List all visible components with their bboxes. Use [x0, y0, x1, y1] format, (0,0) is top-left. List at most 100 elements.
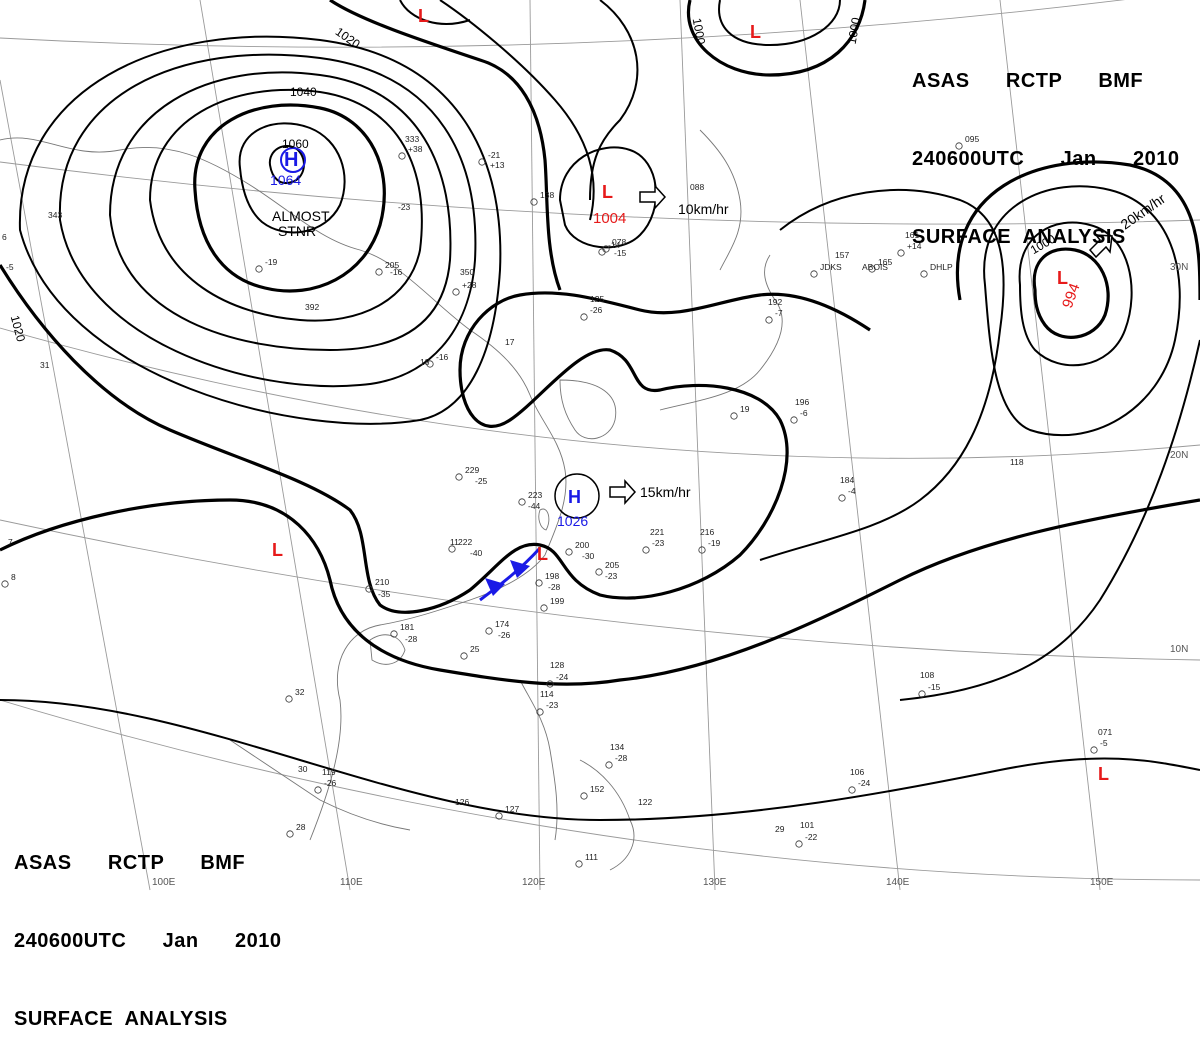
station-value: 392 — [305, 302, 319, 312]
station-circle — [765, 316, 773, 324]
station-value: -19 — [708, 538, 721, 548]
station-value: 8 — [11, 572, 16, 582]
station-value: -4 — [848, 486, 856, 496]
meridian-100e — [0, 79, 151, 891]
station-circle — [426, 360, 434, 368]
station-circle — [1090, 746, 1098, 754]
station-value: 29 — [775, 824, 785, 834]
station-value: -24 — [556, 672, 569, 682]
station-value: 134 — [610, 742, 624, 752]
parallel-0 — [0, 699, 1200, 881]
station-value: 19 — [740, 404, 750, 414]
station-value: -23 — [605, 571, 618, 581]
station-circle — [460, 652, 468, 660]
high-1064-ring — [280, 147, 306, 173]
low-central-pressure: 1004 — [593, 210, 626, 227]
station-value: 181 — [400, 622, 414, 632]
station-circle — [314, 786, 322, 794]
station-value: -15 — [614, 248, 627, 258]
station-value: 25 — [470, 644, 480, 654]
station-circle — [540, 604, 548, 612]
station-value: 192 — [768, 297, 782, 307]
station-value: -28 — [405, 634, 418, 644]
station-value: 174 — [495, 619, 509, 629]
station-value: 165 — [878, 257, 892, 267]
station-value: 119 — [322, 767, 336, 777]
station-value: -26 — [324, 778, 337, 788]
station-value: 161 — [905, 230, 919, 240]
station-value: 184 — [840, 475, 854, 485]
lon-label: 130E — [703, 877, 727, 888]
station-value: 071 — [1098, 727, 1112, 737]
station-value: 118 — [1010, 457, 1024, 467]
station-value: -5 — [1100, 738, 1108, 748]
cold-front — [479, 546, 542, 602]
station-value: 122 — [638, 797, 652, 807]
station-circle — [918, 690, 926, 698]
parallel-30n — [0, 161, 1200, 225]
isobars — [0, 0, 1200, 822]
station-value: 216 — [700, 527, 714, 537]
low-front-letter: L — [537, 544, 548, 564]
station-value: 17 — [505, 337, 515, 347]
station-value: 11 — [450, 537, 459, 547]
station-value: -16 — [390, 267, 403, 277]
lon-label: 150E — [1090, 877, 1114, 888]
low-pacific-letter: L — [1057, 268, 1068, 288]
station-circle — [575, 860, 583, 868]
lon-label: 140E — [886, 877, 910, 888]
station-value: -22 — [805, 832, 818, 842]
station-value: -28 — [615, 753, 628, 763]
station-value: 333 — [405, 134, 419, 144]
header-top: ASAS RCTP BMF 240600UTC Jan 2010 SURFACE… — [912, 16, 1179, 276]
station-value: -44 — [528, 501, 541, 511]
low-central-letter: L — [602, 182, 613, 202]
header-top-line2: 240600UTC Jan 2010 — [912, 148, 1180, 170]
station-value: 18 — [420, 357, 430, 367]
station-circle — [897, 249, 905, 257]
station-circle — [1, 580, 9, 588]
station-value: 30 — [298, 764, 308, 774]
motion-arrows — [609, 184, 1113, 505]
parallel-20n — [0, 327, 1200, 459]
station-value: JDKS — [820, 262, 842, 272]
station-value: -23 — [546, 700, 559, 710]
station-circle — [598, 248, 606, 256]
station-value: -23 — [652, 538, 665, 548]
station-value: -16 — [436, 352, 449, 362]
station-value: 138 — [540, 190, 554, 200]
header-top-line1: ASAS RCTP BMF — [912, 70, 1144, 92]
station-circle — [448, 545, 456, 553]
station-value: -15 — [928, 682, 941, 692]
station-value: 28 — [296, 822, 306, 832]
station-circle — [595, 568, 603, 576]
header-bottom-line2: 240600UTC Jan 2010 — [14, 930, 282, 952]
station-value: 31 — [40, 360, 50, 370]
station-circle — [698, 546, 706, 554]
low-west-letter: L — [272, 540, 283, 560]
meridian-130e — [679, 0, 716, 891]
header-bottom: ASAS RCTP BMF 240600UTC Jan 2010 SURFACE… — [14, 798, 281, 1058]
high-scs-letter: H — [568, 487, 581, 507]
station-value: -40 — [470, 548, 483, 558]
isobar-label: 1040 — [290, 85, 317, 99]
station-plots: 229-25222-40223-44200-30205-23210-35181-… — [1, 134, 1112, 868]
station-value: 095 — [965, 134, 979, 144]
station-value: +28 — [462, 280, 477, 290]
station-value: 157 — [835, 250, 849, 260]
station-value: 200 — [575, 540, 589, 550]
station-circle — [955, 142, 963, 150]
station-circle — [642, 546, 650, 554]
station-value: 343 — [48, 210, 62, 220]
station-value: 6 — [2, 232, 7, 242]
isobar-label: 1020 — [8, 314, 29, 344]
station-circle — [565, 548, 573, 556]
station-circle — [580, 792, 588, 800]
station-circle — [920, 270, 928, 278]
station-value: -7 — [775, 308, 783, 318]
station-circle — [580, 313, 588, 321]
axis-labels: 100E 110E 120E 130E 140E 150E 30N 20N 10… — [152, 262, 1188, 888]
isobar-label: 1000 — [690, 17, 708, 46]
station-circle — [838, 494, 846, 502]
parallel-40n — [0, 0, 1126, 48]
